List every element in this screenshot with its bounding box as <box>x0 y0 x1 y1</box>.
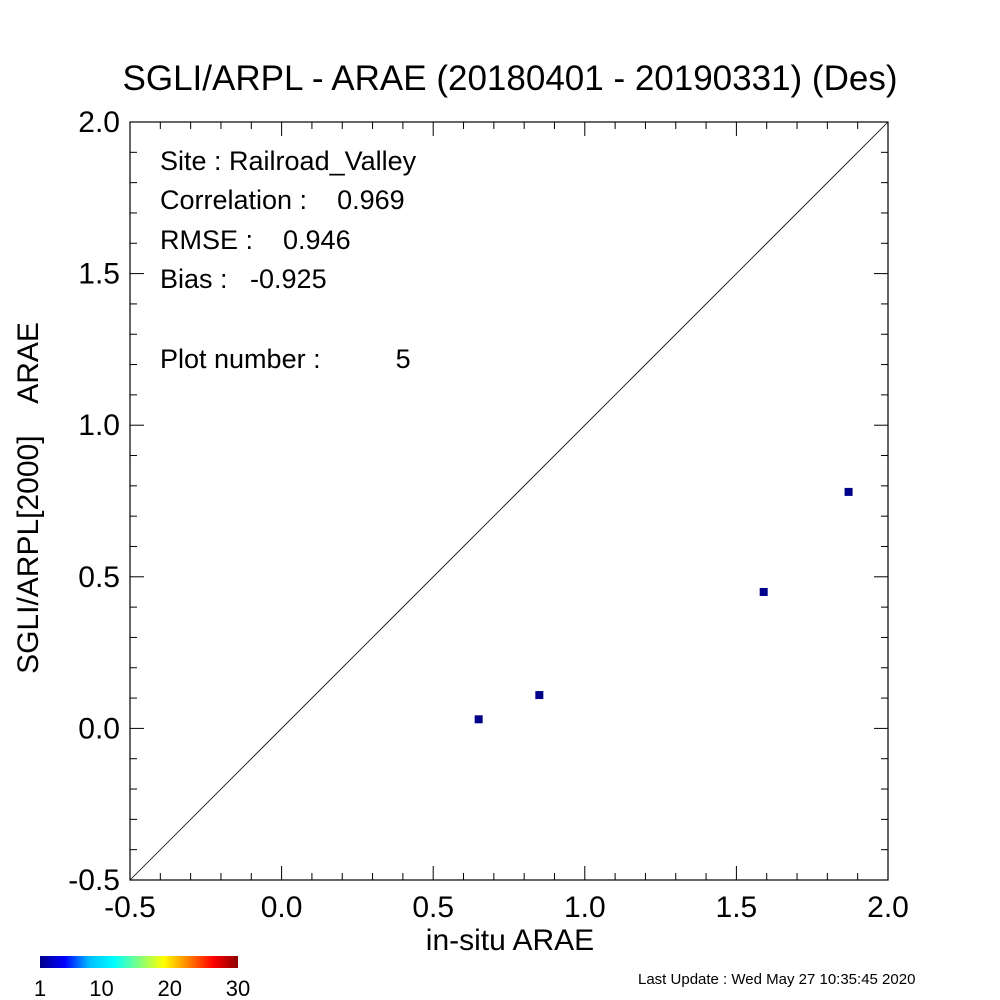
colorbar-tick-label: 1 <box>34 976 46 1000</box>
colorbar <box>40 956 238 968</box>
data-point <box>759 587 768 596</box>
chart-title: SGLI/ARPL - ARAE (20180401 - 20190331) (… <box>123 59 898 98</box>
x-tick-label: 1.0 <box>564 891 606 924</box>
y-tick-label: 0.0 <box>78 712 120 745</box>
colorbar-tick-label: 30 <box>226 976 250 1000</box>
bias-annotation: Bias : -0.925 <box>160 264 327 294</box>
correlation-annotation: Correlation : 0.969 <box>160 185 405 215</box>
data-point <box>474 715 483 724</box>
x-tick-label: 2.0 <box>867 891 909 924</box>
colorbar-tick-label: 10 <box>89 976 113 1000</box>
site-annotation: Site : Railroad_Valley <box>160 146 417 176</box>
y-tick-label: 2.0 <box>78 106 120 139</box>
last-update: Last Update : Wed May 27 10:35:45 2020 <box>638 971 915 988</box>
y-tick-label: 0.5 <box>78 561 120 594</box>
x-tick-label: 1.5 <box>716 891 758 924</box>
one-to-one-line <box>129 121 889 881</box>
plot-number-annotation: Plot number : 5 <box>160 344 411 374</box>
x-axis-label: in-situ ARAE <box>426 924 594 957</box>
y-tick-label: -0.5 <box>68 864 120 897</box>
x-tick-label: 0.0 <box>261 891 303 924</box>
colorbar-tick-label: 20 <box>157 976 181 1000</box>
y-tick-label: 1.0 <box>78 409 120 442</box>
rmse-annotation: RMSE : 0.946 <box>160 225 351 255</box>
stats-annotations: Site : Railroad_Valley Correlation : 0.9… <box>160 146 417 374</box>
y-tick-labels: -0.5 0.0 0.5 1.0 1.5 2.0 <box>68 106 120 897</box>
y-tick-label: 1.5 <box>78 258 120 291</box>
y-axis-label: SGLI/ARPL[2000] ARAE <box>12 322 45 674</box>
data-point <box>535 691 544 700</box>
data-points <box>474 487 853 724</box>
x-tick-label: -0.5 <box>104 891 156 924</box>
data-point <box>844 487 853 496</box>
colorbar-tick-labels: 1 10 20 30 <box>34 976 250 1000</box>
x-tick-labels: -0.5 0.0 0.5 1.0 1.5 2.0 <box>104 891 909 924</box>
plot-frame <box>129 121 889 881</box>
x-tick-label: 0.5 <box>412 891 454 924</box>
axis-ticks <box>129 121 889 881</box>
